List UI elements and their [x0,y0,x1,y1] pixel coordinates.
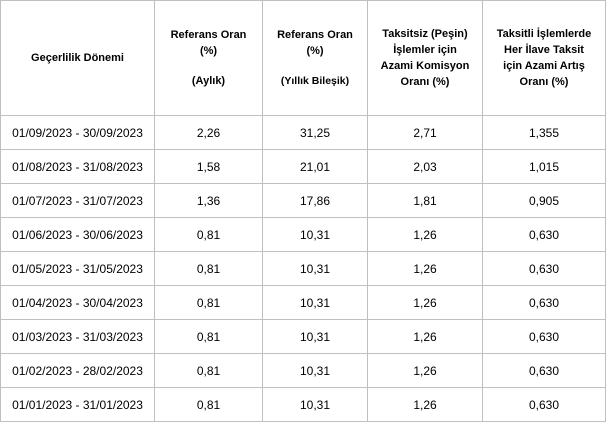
cell-period: 01/02/2023 - 28/02/2023 [0,353,155,388]
table-row: 01/06/2023 - 30/06/2023 0,81 10,31 1,26 … [0,217,606,252]
cell-period: 01/09/2023 - 30/09/2023 [0,115,155,150]
cell-monthly-rate: 0,81 [154,353,263,388]
table-row: 01/01/2023 - 31/01/2023 0,81 10,31 1,26 … [0,387,606,422]
header-monthly-line2: (%) [199,45,218,57]
cell-yearly-rate: 31,25 [262,115,368,150]
cell-period: 01/03/2023 - 31/03/2023 [0,319,155,354]
header-single-line3: Azami Komisyon [380,60,470,72]
header-installment-line1: Taksitli İşlemlerde [496,28,592,40]
cell-period: 01/01/2023 - 31/01/2023 [0,387,155,422]
cell-single-commission: 2,03 [367,149,483,184]
header-yearly-rate: Referans Oran (%) (Yıllık Bileşik) [262,0,368,116]
cell-monthly-rate: 0,81 [154,217,263,252]
cell-yearly-rate: 21,01 [262,149,368,184]
header-period: Geçerlilik Dönemi [0,0,155,116]
cell-single-commission: 1,26 [367,251,483,286]
cell-single-commission: 2,71 [367,115,483,150]
header-monthly-line1: Referans Oran [170,29,247,41]
table-row: 01/05/2023 - 31/05/2023 0,81 10,31 1,26 … [0,251,606,286]
header-installment-increase: Taksitli İşlemlerde Her İlave Taksit içi… [482,0,606,116]
table-row: 01/07/2023 - 31/07/2023 1,36 17,86 1,81 … [0,183,606,218]
header-yearly-line2: (%) [306,45,324,57]
header-monthly-rate: Referans Oran (%) (Aylık) [154,0,263,116]
cell-installment-increase: 0,630 [482,217,606,252]
cell-installment-increase: 0,905 [482,183,606,218]
cell-single-commission: 1,26 [367,217,483,252]
cell-single-commission: 1,26 [367,319,483,354]
header-single-line4: Oranı (%) [400,76,450,88]
cell-single-commission: 1,26 [367,353,483,388]
table-row: 01/09/2023 - 30/09/2023 2,26 31,25 2,71 … [0,115,606,150]
header-installment-line2: Her İlave Taksit [504,44,584,56]
cell-monthly-rate: 0,81 [154,251,263,286]
cell-installment-increase: 0,630 [482,251,606,286]
header-installment-line4: Oranı (%) [519,76,569,88]
cell-yearly-rate: 10,31 [262,251,368,286]
cell-single-commission: 1,26 [367,285,483,320]
header-single-payment-commission: Taksitsiz (Peşin) İşlemler için Azami Ko… [367,0,483,116]
header-yearly-line3: (Yıllık Bileşik) [280,75,350,87]
header-installment-line3: için Azami Artış [503,60,585,72]
cell-monthly-rate: 0,81 [154,285,263,320]
cell-installment-increase: 0,630 [482,353,606,388]
table-header-row: Geçerlilik Dönemi Referans Oran (%) (Ayl… [0,0,606,116]
cell-period: 01/07/2023 - 31/07/2023 [0,183,155,218]
cell-period: 01/04/2023 - 30/04/2023 [0,285,155,320]
cell-yearly-rate: 10,31 [262,353,368,388]
header-yearly-line1: Referans Oran [277,29,353,41]
cell-installment-increase: 1,015 [482,149,606,184]
cell-installment-increase: 0,630 [482,285,606,320]
table-row: 01/08/2023 - 31/08/2023 1,58 21,01 2,03 … [0,149,606,184]
cell-single-commission: 1,26 [367,387,483,422]
cell-monthly-rate: 2,26 [154,115,263,150]
cell-monthly-rate: 1,36 [154,183,263,218]
cell-installment-increase: 0,630 [482,319,606,354]
table-row: 01/03/2023 - 31/03/2023 0,81 10,31 1,26 … [0,319,606,354]
cell-period: 01/06/2023 - 30/06/2023 [0,217,155,252]
cell-yearly-rate: 10,31 [262,387,368,422]
table-row: 01/02/2023 - 28/02/2023 0,81 10,31 1,26 … [0,353,606,388]
header-single-line1: Taksitsiz (Peşin) [382,28,468,40]
cell-yearly-rate: 17,86 [262,183,368,218]
table-row: 01/04/2023 - 30/04/2023 0,81 10,31 1,26 … [0,285,606,320]
header-single-line2: İşlemler için [393,44,457,56]
cell-period: 01/08/2023 - 31/08/2023 [0,149,155,184]
cell-installment-increase: 0,630 [482,387,606,422]
cell-period: 01/05/2023 - 31/05/2023 [0,251,155,286]
header-period-label: Geçerlilik Dönemi [31,52,124,64]
cell-yearly-rate: 10,31 [262,319,368,354]
cell-single-commission: 1,81 [367,183,483,218]
cell-monthly-rate: 0,81 [154,387,263,422]
header-monthly-line3: (Aylık) [191,75,226,87]
cell-monthly-rate: 0,81 [154,319,263,354]
cell-yearly-rate: 10,31 [262,285,368,320]
cell-installment-increase: 1,355 [482,115,606,150]
cell-monthly-rate: 1,58 [154,149,263,184]
cell-yearly-rate: 10,31 [262,217,368,252]
